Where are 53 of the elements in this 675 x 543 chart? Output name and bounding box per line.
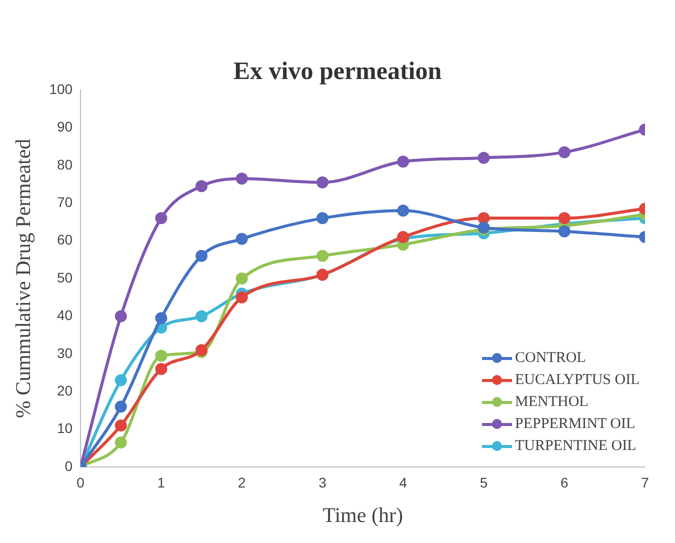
y-tick-label: 10 xyxy=(56,420,73,436)
point xyxy=(114,374,127,386)
point xyxy=(236,172,248,185)
y-tick-label: 30 xyxy=(56,344,73,361)
point xyxy=(196,180,208,192)
chart-title: Ex vivo permeation xyxy=(233,58,442,85)
y-tick-label: 70 xyxy=(56,194,73,210)
point xyxy=(155,212,168,224)
x-tick-label: 2 xyxy=(238,474,246,490)
point xyxy=(155,350,168,362)
x-tick-label: 5 xyxy=(480,474,488,490)
y-tick-label: 40 xyxy=(56,307,73,324)
legend-label: CONTROL xyxy=(515,350,586,366)
x-tick-label: 3 xyxy=(318,474,327,490)
point xyxy=(114,420,127,432)
x-tick-label: 4 xyxy=(399,474,408,490)
point xyxy=(114,400,127,413)
point xyxy=(196,250,208,262)
point xyxy=(114,310,127,322)
point xyxy=(155,362,168,375)
point xyxy=(316,250,328,262)
point xyxy=(558,225,570,238)
point xyxy=(397,204,410,217)
legend-label: MENTHOL xyxy=(515,394,588,410)
point xyxy=(558,146,570,158)
point xyxy=(397,156,410,168)
x-axis-title: Time (hr) xyxy=(322,502,403,527)
y-tick-label: 0 xyxy=(64,458,73,474)
legend-label: EUCALYPTUS OIL xyxy=(515,372,640,388)
point xyxy=(316,212,328,224)
y-tick-label: 20 xyxy=(56,382,73,398)
point xyxy=(114,436,127,448)
point xyxy=(196,310,208,322)
x-tick-label: 0 xyxy=(76,474,85,490)
y-tick-label: 90 xyxy=(56,118,73,135)
y-tick-label: 100 xyxy=(49,80,73,97)
y-tick-label: 50 xyxy=(56,269,73,286)
y-tick-label: 60 xyxy=(56,232,73,248)
point xyxy=(236,291,248,304)
legend-label: PEPPERMINT OIL xyxy=(515,416,636,432)
point xyxy=(316,176,328,188)
x-tick-label: 1 xyxy=(157,474,166,490)
point xyxy=(478,212,490,224)
point xyxy=(558,212,570,224)
point xyxy=(155,312,168,324)
y-tick-label: 80 xyxy=(56,156,73,172)
legend-label: TURPENTINE OIL xyxy=(515,438,636,454)
point xyxy=(478,152,490,164)
y-axis-title: % Cummulative Drug Permeated xyxy=(11,138,36,418)
point xyxy=(236,272,248,284)
x-tick-label: 7 xyxy=(641,474,650,490)
point xyxy=(236,232,248,245)
x-tick-label: 6 xyxy=(560,474,568,490)
